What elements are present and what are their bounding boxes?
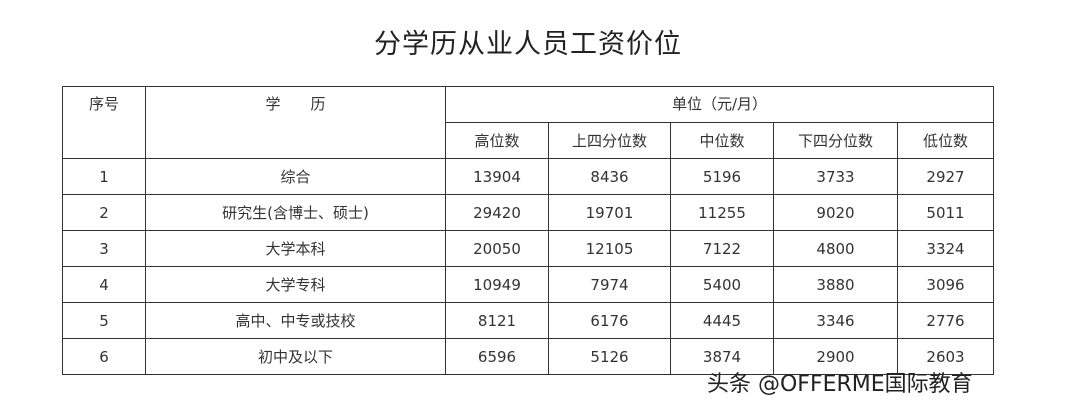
row-value: 3346 [773, 302, 898, 339]
row-value: 5400 [670, 266, 774, 303]
table-row: 6 初中及以下 6596 5126 3874 2900 2603 [62, 338, 994, 375]
header-index: 序号 [62, 86, 146, 159]
table-row: 1 综合 13904 8436 5196 3733 2927 [62, 158, 994, 195]
row-value: 29420 [445, 194, 549, 231]
row-value: 6596 [445, 338, 549, 375]
row-value: 3733 [773, 158, 898, 195]
row-value: 11255 [670, 194, 774, 231]
row-index: 4 [62, 266, 146, 303]
row-education: 综合 [145, 158, 446, 195]
row-education: 大学本科 [145, 230, 446, 267]
table-row: 4 大学专科 10949 7974 5400 3880 3096 [62, 266, 994, 303]
header-col: 中位数 [670, 122, 774, 159]
header-col: 上四分位数 [548, 122, 671, 159]
header-row: 序号 学 历 单位（元/月） [62, 86, 994, 159]
row-value: 3880 [773, 266, 898, 303]
table-row: 5 高中、中专或技校 8121 6176 4445 3346 2776 [62, 302, 994, 339]
row-value: 6176 [548, 302, 671, 339]
row-value: 5011 [897, 194, 994, 231]
row-index: 1 [62, 158, 146, 195]
row-value: 12105 [548, 230, 671, 267]
row-value: 2900 [773, 338, 898, 375]
row-index: 2 [62, 194, 146, 231]
row-value: 9020 [773, 194, 898, 231]
row-value: 3096 [897, 266, 994, 303]
row-value: 10949 [445, 266, 549, 303]
row-index: 5 [62, 302, 146, 339]
header-unit: 单位（元/月） [445, 86, 994, 123]
row-value: 20050 [445, 230, 549, 267]
row-index: 3 [62, 230, 146, 267]
row-value: 2927 [897, 158, 994, 195]
row-education: 初中及以下 [145, 338, 446, 375]
row-value: 3874 [670, 338, 774, 375]
salary-table: 序号 学 历 单位（元/月） 高位数 上四分位数 中位数 下四分位数 低位数 1… [62, 86, 994, 375]
row-value: 5126 [548, 338, 671, 375]
row-value: 2776 [897, 302, 994, 339]
header-education: 学 历 [145, 86, 446, 159]
row-value: 19701 [548, 194, 671, 231]
row-education: 研究生(含博士、硕士) [145, 194, 446, 231]
row-education: 大学专科 [145, 266, 446, 303]
subheader-row: 高位数 上四分位数 中位数 下四分位数 低位数 [63, 122, 994, 159]
row-value: 7122 [670, 230, 774, 267]
table-row: 2 研究生(含博士、硕士) 29420 19701 11255 9020 5011 [62, 194, 994, 231]
row-value: 5196 [670, 158, 774, 195]
row-value: 8436 [548, 158, 671, 195]
row-index: 6 [62, 338, 146, 375]
row-value: 13904 [445, 158, 549, 195]
row-value: 4800 [773, 230, 898, 267]
header-col: 下四分位数 [773, 122, 898, 159]
table-row: 3 大学本科 20050 12105 7122 4800 3324 [62, 230, 994, 267]
row-education: 高中、中专或技校 [145, 302, 446, 339]
row-value: 4445 [670, 302, 774, 339]
row-value: 8121 [445, 302, 549, 339]
page-title: 分学历从业人员工资价位 [374, 29, 682, 60]
row-value: 2603 [897, 338, 994, 375]
header-col: 高位数 [445, 122, 549, 159]
header-col: 低位数 [897, 122, 994, 159]
row-value: 7974 [548, 266, 671, 303]
watermark: 头条 @OFFERME国际教育 [707, 372, 973, 397]
row-value: 3324 [897, 230, 994, 267]
